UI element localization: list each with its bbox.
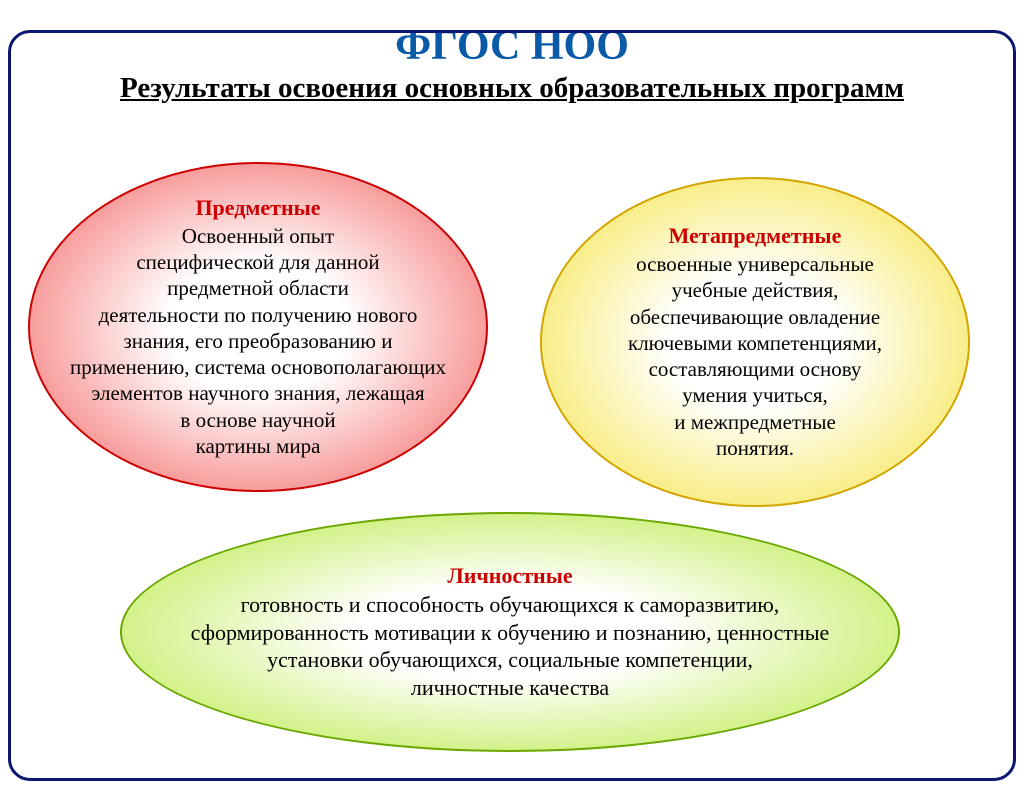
- text-line: в основе научной: [70, 407, 446, 433]
- text-line: учебные действия,: [628, 277, 882, 303]
- bubble-personal-heading: Личностные: [447, 563, 572, 589]
- text-line: картины мира: [70, 433, 446, 459]
- text-line: специфической для данной: [70, 249, 446, 275]
- text-line: Освоенный опыт: [70, 223, 446, 249]
- text-line: личностные качества: [191, 674, 830, 702]
- text-line: элементов научного знания, лежащая: [70, 380, 446, 406]
- text-line: установки обучающихся, социальные компет…: [191, 646, 830, 674]
- text-line: ключевыми компетенциями,: [628, 330, 882, 356]
- text-line: знания, его преобразованию и: [70, 328, 446, 354]
- bubble-meta: Метапредметные освоенные универсальныеуч…: [540, 177, 970, 507]
- bubble-subject-body: Освоенный опытспецифической для даннойпр…: [70, 223, 446, 459]
- bubble-personal: Личностные готовность и способность обуч…: [120, 512, 900, 752]
- bubble-personal-body: готовность и способность обучающихся к с…: [191, 591, 830, 701]
- text-line: и межпредметные: [628, 409, 882, 435]
- text-line: применению, система основополагающих: [70, 354, 446, 380]
- bubble-subject-heading: Предметные: [195, 195, 320, 221]
- bubble-subject: Предметные Освоенный опытспецифической д…: [28, 162, 488, 492]
- text-line: деятельности по получению нового: [70, 302, 446, 328]
- text-line: предметной области: [70, 275, 446, 301]
- text-line: освоенные универсальные: [628, 251, 882, 277]
- text-line: понятия.: [628, 435, 882, 461]
- text-line: сформированность мотивации к обучению и …: [191, 619, 830, 647]
- bubble-meta-body: освоенные универсальныеучебные действия,…: [628, 251, 882, 461]
- bubble-meta-heading: Метапредметные: [669, 223, 842, 249]
- text-line: составляющими основу: [628, 356, 882, 382]
- text-line: готовность и способность обучающихся к с…: [191, 591, 830, 619]
- text-line: умения учиться,: [628, 382, 882, 408]
- text-line: обеспечивающие овладение: [628, 304, 882, 330]
